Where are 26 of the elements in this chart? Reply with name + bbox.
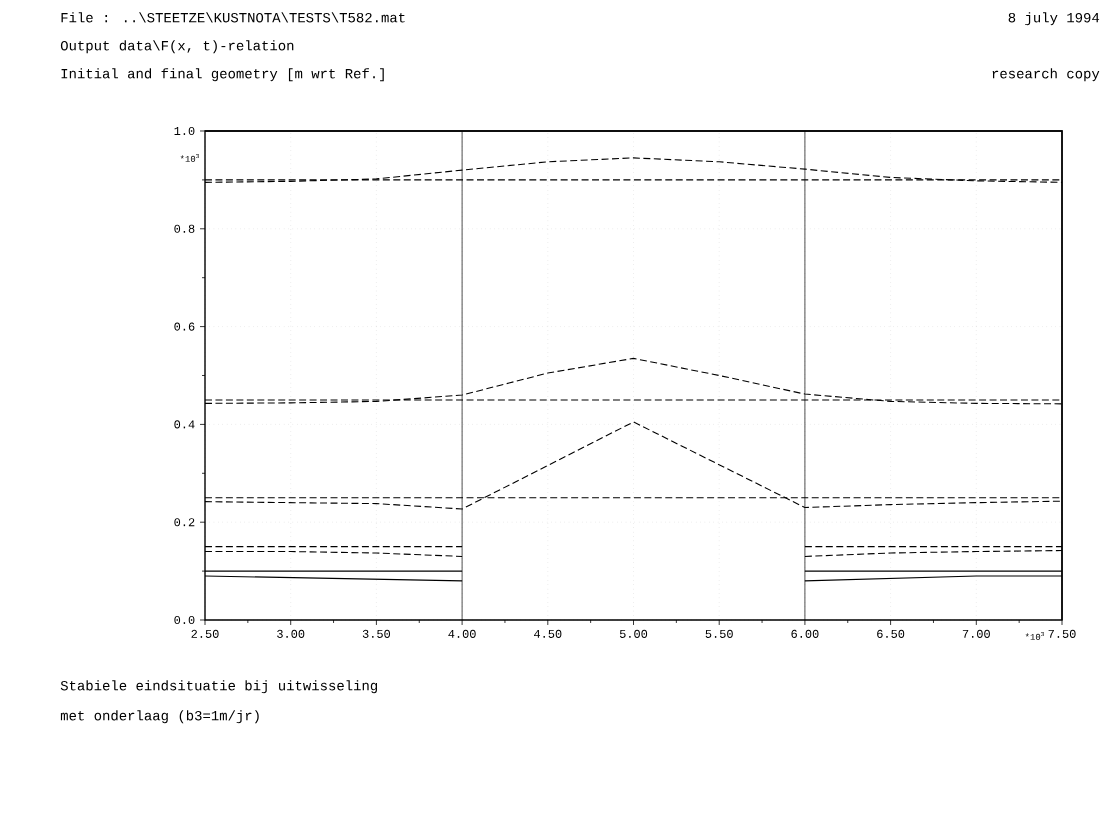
text: Stabiele eindsituatie bij uitwisseling [60, 680, 378, 694]
text: Initial and final geometry [m wrt Ref.] [61, 68, 384, 82]
y-tick-label: 0.6 [174, 322, 195, 331]
x-tick-label: 6.00 [791, 629, 819, 638]
y-tick-label: 0.0 [174, 615, 195, 625]
x-tick-label: 7.50 [1048, 629, 1076, 638]
x-tick-label: 4.00 [448, 629, 476, 638]
text: met onderlaag (b3=1m/jr) [60, 710, 259, 724]
y-tick-label: 0.8 [174, 224, 195, 233]
text: *10$^{3}$ [180, 154, 199, 162]
y-tick-label: 0.2 [174, 518, 195, 527]
chart-subtitle: Output data\F(x, t)-relation [60, 40, 294, 54]
text: research copy [992, 68, 1100, 82]
x-tick-label: 6.50 [877, 629, 905, 638]
x-tick-label: 5.00 [619, 629, 648, 638]
chart-title: File : ..\STEETZE\KUSTNOTA\TESTS\T582.mat [61, 12, 405, 23]
text: *10$^{3}$ [1025, 632, 1044, 640]
x-tick-label: 2.50 [191, 629, 219, 638]
x-tick-label: 3.50 [362, 629, 391, 638]
y-tick-label: 0.4 [174, 420, 195, 429]
x-tick-label: 4.50 [534, 629, 562, 638]
y-tick-label: 1.0 [174, 126, 195, 136]
x-tick-label: 5.50 [705, 629, 733, 638]
x-tick-label: 3.00 [277, 629, 305, 638]
x-tick-label: 7.00 [962, 629, 990, 638]
text: 8 july 1994 [1008, 12, 1100, 26]
